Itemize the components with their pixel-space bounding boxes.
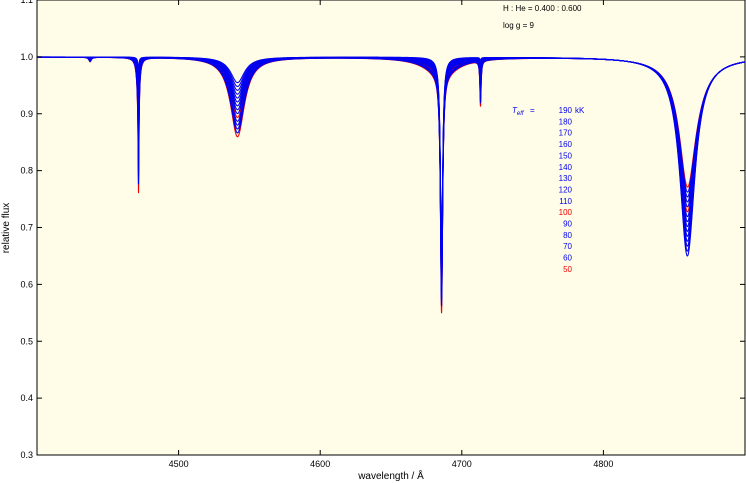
- y-tick-label: 0.8: [20, 166, 33, 176]
- y-tick-label: 0.7: [20, 223, 33, 233]
- y-tick-label: 1.1: [20, 0, 33, 5]
- legend-title: Teff: [512, 106, 525, 117]
- legend-entry-80: 80: [563, 231, 572, 240]
- legend-equals: =: [530, 106, 535, 115]
- legend-title-subscript: eff: [517, 111, 525, 117]
- gravity-annotation: log g = 9: [503, 21, 534, 30]
- legend-entry-130: 130: [559, 174, 573, 183]
- legend-entry-70: 70: [563, 242, 572, 251]
- legend-entry-110: 110: [559, 197, 572, 206]
- legend-entry-160: 160: [559, 140, 573, 149]
- legend-entry-100: 100: [559, 208, 573, 217]
- legend-entry-60: 60: [563, 254, 572, 263]
- y-axis-title: relative flux: [1, 203, 12, 254]
- x-axis-title: wavelength / Å: [357, 469, 424, 482]
- y-tick-label: 1.0: [20, 52, 33, 62]
- y-tick-label: 0.3: [20, 450, 33, 460]
- x-tick-label: 4600: [310, 459, 330, 469]
- x-tick-label: 4700: [452, 459, 472, 469]
- x-axis-ticks: 4500 4600 4700 4800: [169, 0, 613, 469]
- x-tick-label: 4800: [593, 459, 613, 469]
- legend-entry-180: 180: [559, 117, 573, 126]
- composition-annotation: H : He = 0.400 : 0.600: [503, 4, 582, 13]
- legend-entry-170: 170: [559, 129, 573, 138]
- legend-entry-120: 120: [559, 185, 573, 194]
- legend-entry-50: 50: [563, 265, 572, 274]
- plot-background: [36, 0, 746, 456]
- legend-entry-140: 140: [559, 163, 573, 172]
- legend-title-symbol: T: [512, 106, 518, 115]
- spectrum-series-60: [37, 56, 745, 307]
- y-axis-ticks: 0.3 0.4 0.5 0.6 0.7 0.8 0.9 1.0 1.1: [20, 0, 745, 460]
- y-tick-label: 0.5: [20, 336, 33, 346]
- legend-entries: 190 180 170 160 150 140 130 120 110 100 90 80 70 60 50…: [559, 106, 585, 274]
- legend-entry-150: 150: [559, 151, 573, 160]
- spectrum-curves: [37, 56, 745, 314]
- temperature-legend: Teff = 190 180 170 160 150 140 130 120 110 100 90 8…: [512, 106, 585, 274]
- y-tick-label: 0.6: [20, 279, 33, 289]
- x-tick-label: 4500: [169, 459, 189, 469]
- legend-entry-90: 90: [563, 220, 572, 229]
- y-tick-label: 0.4: [20, 393, 33, 403]
- legend-entry-190: 190: [559, 106, 573, 115]
- legend-unit: kK: [575, 106, 585, 115]
- y-tick-label: 0.9: [20, 109, 33, 119]
